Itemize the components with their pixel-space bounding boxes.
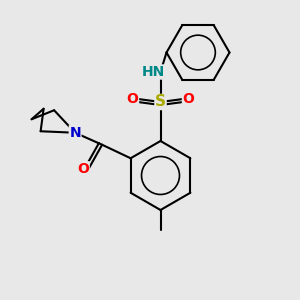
Text: O: O [182,92,194,106]
Text: O: O [77,162,89,176]
Text: HN: HN [141,65,165,79]
Text: N: N [69,126,81,140]
Text: O: O [127,92,139,106]
Text: S: S [155,94,166,110]
